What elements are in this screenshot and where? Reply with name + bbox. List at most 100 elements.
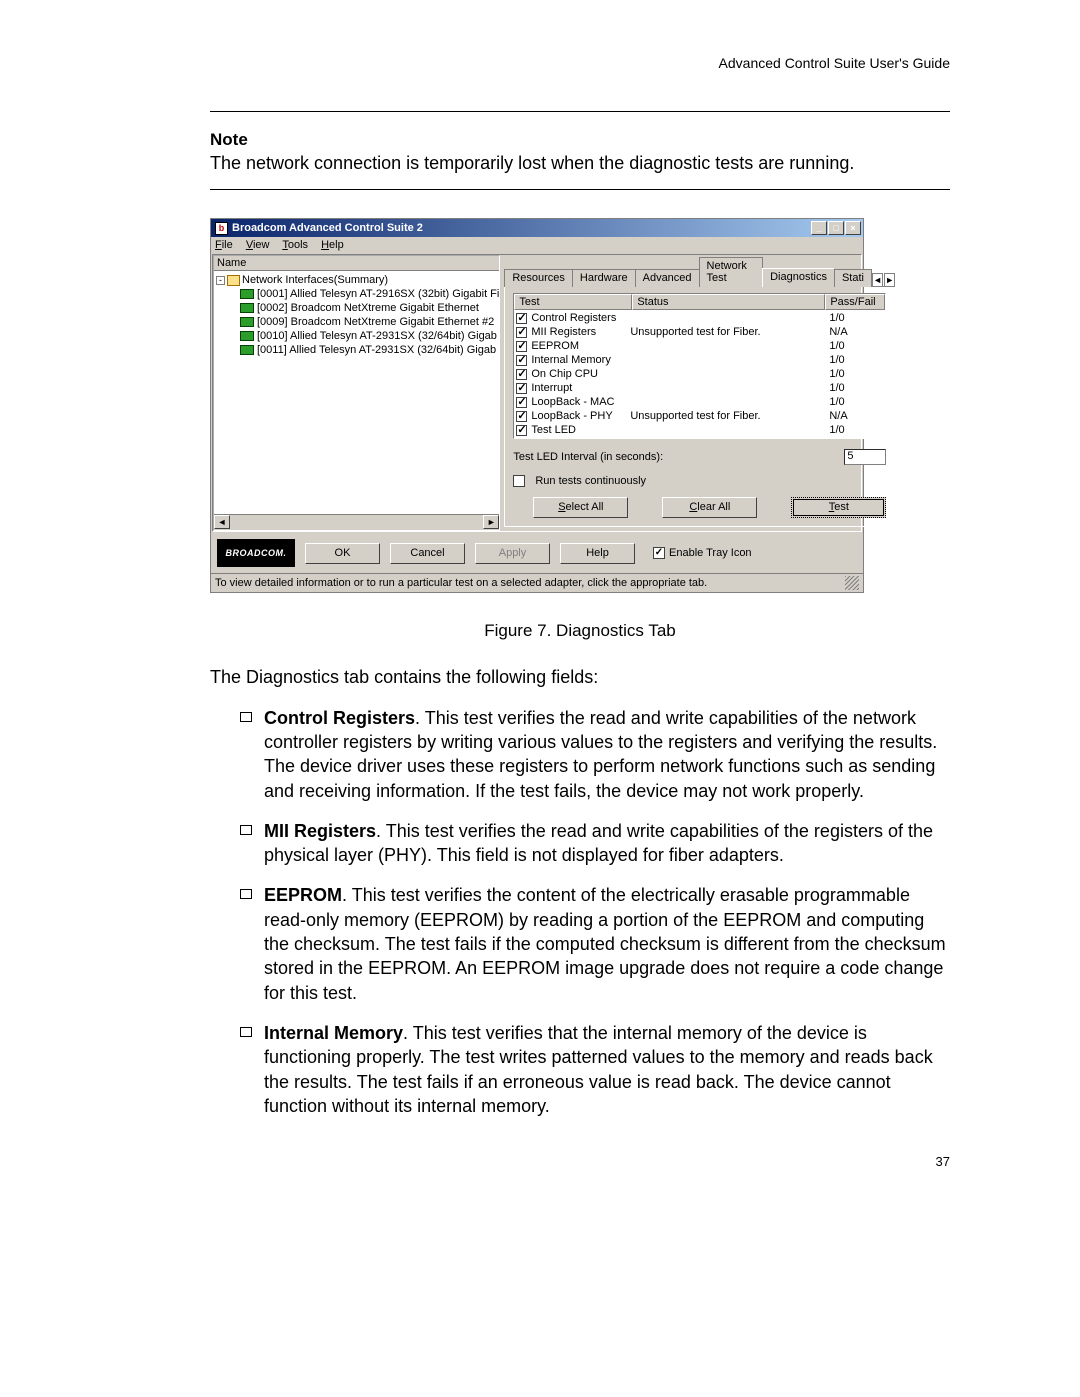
page-number: 37 — [210, 1154, 950, 1169]
tray-icon-checkbox[interactable]: ✓ — [653, 547, 665, 559]
nic-icon — [240, 331, 254, 341]
test-checkbox[interactable]: ✓ — [516, 425, 527, 436]
menu-view[interactable]: View — [246, 239, 270, 251]
test-name: LoopBack - MAC — [531, 396, 614, 408]
divider — [210, 189, 950, 190]
test-row[interactable]: ✓LoopBack - PHYUnsupported test for Fibe… — [514, 409, 885, 423]
test-row[interactable]: ✓ Interrupt 1/0 — [514, 381, 885, 395]
note-heading: Note — [210, 130, 950, 150]
maximize-button[interactable]: □ — [828, 221, 844, 235]
tab-stati[interactable]: Stati — [834, 269, 872, 287]
tree-nic-item[interactable]: [0001] Allied Telesyn AT-2916SX (32bit) … — [240, 287, 499, 301]
test-checkbox[interactable]: ✓ — [516, 397, 527, 408]
nic-icon — [240, 317, 254, 327]
tree-nic-item[interactable]: [0010] Allied Telesyn AT-2931SX (32/64bi… — [240, 329, 499, 343]
tab-network-test[interactable]: Network Test — [699, 257, 764, 287]
list-item: MII Registers. This test verifies the re… — [240, 819, 950, 868]
tab-scroll-icon[interactable]: ◄ — [872, 273, 883, 287]
tree-header: Name — [214, 256, 499, 271]
tree-scrollbar[interactable]: ◄ ► — [214, 514, 499, 530]
tree-nic-item[interactable]: [0002] Broadcom NetXtreme Gigabit Ethern… — [240, 301, 499, 315]
scroll-right-icon[interactable]: ► — [483, 515, 499, 529]
nic-label: [0002] Broadcom NetXtreme Gigabit Ethern… — [257, 301, 479, 315]
titlebar: b Broadcom Advanced Control Suite 2 _ □ … — [211, 219, 863, 237]
tab-hardware[interactable]: Hardware — [572, 269, 636, 287]
intro-paragraph: The Diagnostics tab contains the followi… — [210, 665, 950, 689]
tree-nic-item[interactable]: [0009] Broadcom NetXtreme Gigabit Ethern… — [240, 315, 499, 329]
clear-all-button[interactable]: Clear All — [662, 497, 757, 518]
scroll-left-icon[interactable]: ◄ — [214, 515, 230, 529]
menubar: File View Tools Help — [211, 237, 863, 253]
test-name: Interrupt — [531, 382, 572, 394]
menu-help[interactable]: Help — [321, 239, 344, 251]
bullet-list: Control Registers. This test verifies th… — [240, 706, 950, 1118]
minimize-button[interactable]: _ — [811, 221, 827, 235]
bottom-bar: BROADCOM. OK Cancel Apply Help ✓ Enable … — [211, 533, 863, 573]
tree-nic-item[interactable]: [0011] Allied Telesyn AT-2931SX (32/64bi… — [240, 343, 499, 357]
test-row[interactable]: ✓Test LED1/0 — [514, 423, 885, 437]
test-row[interactable]: ✓ Internal Memory 1/0 — [514, 353, 885, 367]
close-button[interactable]: × — [845, 221, 861, 235]
test-name: MII Registers — [531, 326, 596, 338]
test-button[interactable]: Test — [791, 497, 886, 518]
tree-root[interactable]: - Network Interfaces(Summary) — [216, 273, 499, 287]
tab-strip: ResourcesHardwareAdvancedNetwork TestDia… — [504, 257, 895, 287]
test-passfail: 1/0 — [829, 396, 885, 408]
tab-advanced[interactable]: Advanced — [635, 269, 700, 287]
cancel-button[interactable]: Cancel — [390, 543, 465, 564]
test-checkbox[interactable]: ✓ — [516, 313, 527, 324]
nic-icon — [240, 303, 254, 313]
col-status[interactable]: Status — [632, 294, 825, 310]
nic-label: [0001] Allied Telesyn AT-2916SX (32bit) … — [257, 287, 499, 301]
tree-panel: Name - Network Interfaces(Summary) [0001… — [213, 255, 500, 531]
note-body: The network connection is temporarily lo… — [210, 152, 950, 175]
collapse-icon[interactable]: - — [216, 276, 225, 285]
nic-icon — [240, 289, 254, 299]
test-checkbox[interactable]: ✓ — [516, 369, 527, 380]
test-checkbox[interactable]: ✓ — [516, 355, 527, 366]
col-passfail[interactable]: Pass/Fail — [825, 294, 885, 310]
test-row[interactable]: ✓EEPROM1/0 — [514, 339, 885, 353]
test-checkbox[interactable]: ✓ — [516, 411, 527, 422]
select-all-button[interactable]: Select All — [533, 497, 628, 518]
nic-label: [0011] Allied Telesyn AT-2931SX (32/64bi… — [257, 343, 496, 357]
test-name: Control Registers — [531, 312, 616, 324]
tab-content: Test Status Pass/Fail ✓ Control Registers… — [504, 286, 895, 527]
help-button[interactable]: Help — [560, 543, 635, 564]
app-icon: b — [215, 222, 228, 235]
menu-file[interactable]: File — [215, 239, 233, 251]
test-passfail: N/A — [829, 326, 885, 338]
test-passfail: 1/0 — [829, 354, 885, 366]
interval-label: Test LED Interval (in seconds): — [513, 451, 663, 463]
test-status: Unsupported test for Fiber. — [630, 410, 829, 422]
col-test[interactable]: Test — [514, 294, 632, 310]
figure-caption: Figure 7. Diagnostics Tab — [210, 621, 950, 641]
test-checkbox[interactable]: ✓ — [516, 341, 527, 352]
test-passfail: 1/0 — [829, 368, 885, 380]
divider — [210, 111, 950, 112]
test-passfail: 1/0 — [829, 382, 885, 394]
test-passfail: 1/0 — [829, 340, 885, 352]
test-name: On Chip CPU — [531, 368, 598, 380]
menu-tools[interactable]: Tools — [282, 239, 308, 251]
tab-resources[interactable]: Resources — [504, 269, 573, 287]
test-checkbox[interactable]: ✓ — [516, 383, 527, 394]
test-row[interactable]: ✓ On Chip CPU 1/0 — [514, 367, 885, 381]
tab-diagnostics[interactable]: Diagnostics — [762, 268, 835, 287]
ok-button[interactable]: OK — [305, 543, 380, 564]
test-row[interactable]: ✓ LoopBack - MAC 1/0 — [514, 395, 885, 409]
folder-icon — [227, 275, 240, 286]
test-checkbox[interactable]: ✓ — [516, 327, 527, 338]
page-header: Advanced Control Suite User's Guide — [210, 55, 950, 71]
test-name: Internal Memory — [531, 354, 610, 366]
interval-input[interactable]: 5 — [844, 449, 886, 465]
test-row[interactable]: ✓Control Registers1/0 — [514, 311, 885, 325]
test-name: Test LED — [531, 424, 576, 436]
resize-grip-icon[interactable] — [845, 576, 859, 590]
apply-button[interactable]: Apply — [475, 543, 550, 564]
run-continuous-checkbox[interactable] — [513, 475, 525, 487]
nic-icon — [240, 345, 254, 355]
test-row[interactable]: ✓MII RegistersUnsupported test for Fiber… — [514, 325, 885, 339]
tab-scroll-icon[interactable]: ► — [884, 273, 895, 287]
status-text: To view detailed information or to run a… — [215, 577, 707, 589]
